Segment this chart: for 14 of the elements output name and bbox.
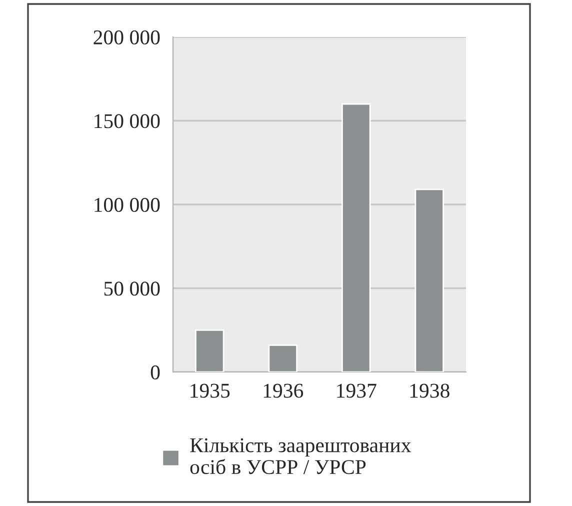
y-tick-label: 200 000: [94, 30, 160, 44]
bar: [414, 188, 444, 372]
y-tick-label: 0: [150, 365, 160, 380]
x-tick-label: 1938: [410, 384, 450, 398]
x-tick-label: 1937: [337, 384, 376, 398]
bar: [342, 103, 371, 372]
x-tick-label: 1936: [264, 384, 304, 398]
y-tick-label: 150 000: [94, 114, 160, 128]
legend-label: Кількість заарештованих осіб в УСРР / УРСР: [190, 438, 412, 474]
y-tick-label: 100 000: [94, 198, 160, 212]
bar: [195, 329, 224, 372]
bar: [268, 344, 298, 372]
y-tick-label: 50 000: [104, 282, 160, 296]
x-tick-label: 1935: [190, 384, 230, 398]
